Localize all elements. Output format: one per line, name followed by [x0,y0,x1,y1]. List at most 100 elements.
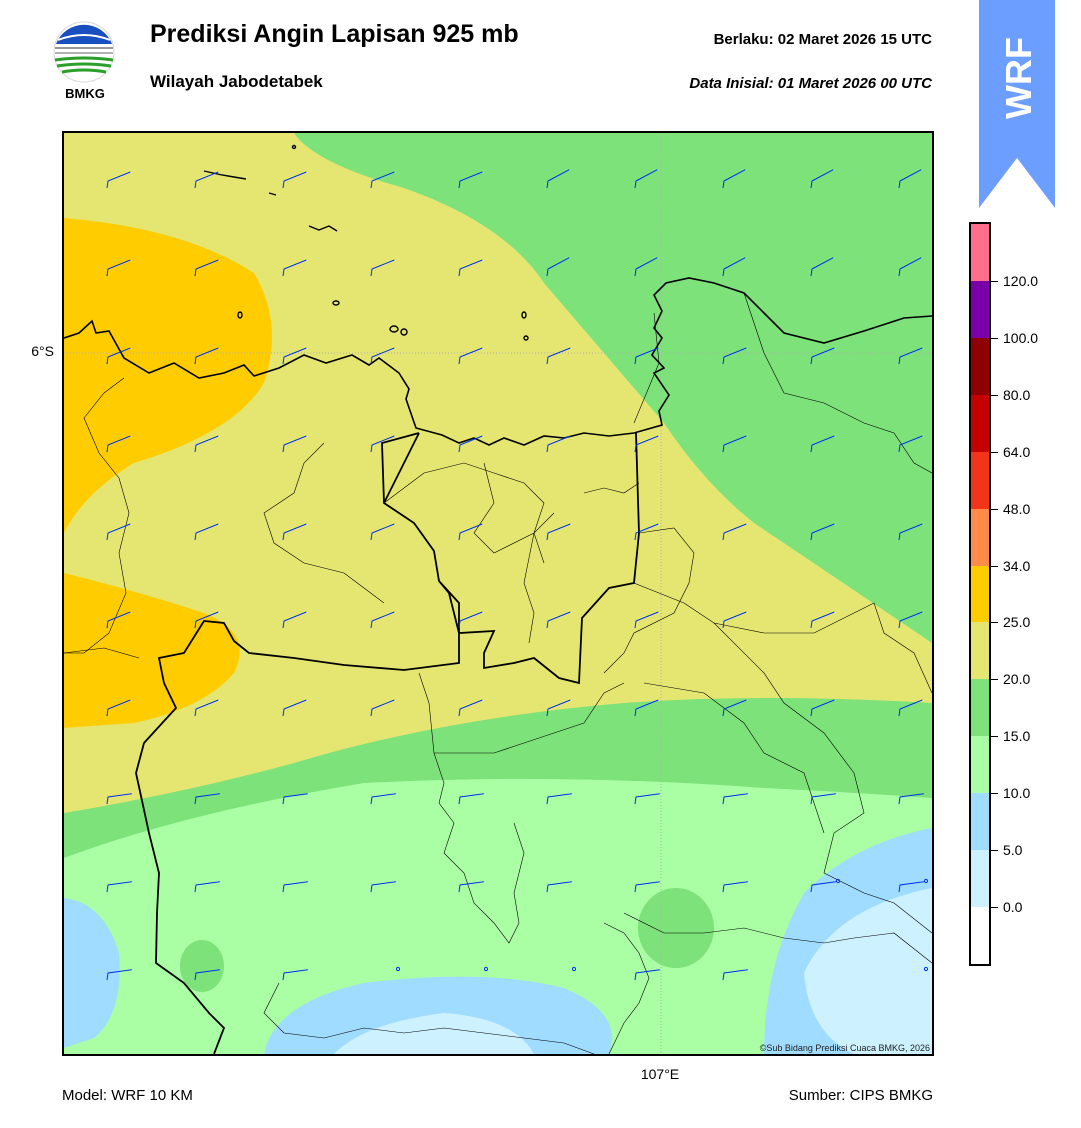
wind-barb [194,523,219,541]
wind-barb [106,881,132,893]
svg-text:BMKG: BMKG [65,86,105,101]
lon-label: 107°E [640,1066,680,1082]
colorbar-label: 64.0 [1003,443,1031,460]
calm-markers [395,878,929,972]
wind-barb [722,169,746,189]
wind-barb [282,793,308,805]
wind-barb [194,347,219,365]
colorbar-label: 25.0 [1003,614,1031,631]
colorbar-segment [971,850,989,908]
zone-light-green [64,779,932,1054]
colorbar-label: 48.0 [1003,500,1031,517]
wind-barb [546,881,572,893]
colorbar-segment [971,565,989,623]
colorbar-segment [971,394,989,452]
map-title: Prediksi Angin Lapisan 925 mb [150,20,519,48]
wind-barb [458,793,484,805]
wind-barb [634,347,659,365]
wind-barb [722,435,747,453]
wind-barb [898,611,923,629]
zone-orange-w [64,573,240,728]
wind-barb [722,793,748,805]
wind-barb [370,881,396,893]
wind-barb [898,435,923,453]
wind-map [62,131,934,1056]
wind-barb [106,611,131,629]
zone-green-s [638,888,714,968]
wind-barb [898,347,923,365]
wind-barb [722,523,747,541]
wind-barb [282,171,307,189]
zone-blue-w [64,898,120,1048]
colorbar-label: 10.0 [1003,785,1031,802]
wind-barb [282,881,308,893]
colorbar-segment [971,280,989,338]
colorbar-label: 34.0 [1003,557,1031,574]
wind-barb [722,257,746,277]
wind-barb [194,881,220,893]
wind-barb [634,793,660,805]
wind-barb [546,347,571,365]
colorbar-label: 20.0 [1003,671,1031,688]
wind-barb [106,699,131,717]
colorbar-segment [971,337,989,395]
islands [203,144,529,341]
colorbar-label: 5.0 [1003,842,1023,859]
colorbar-tick [989,451,998,453]
wind-barb [810,793,836,805]
wind-barb [810,257,834,277]
coastline [64,277,932,446]
wind-barb [546,699,571,717]
colorbar-tick [989,394,998,396]
wind-barb [722,881,748,893]
wind-barb [370,699,395,717]
colorbar-segment [971,793,989,851]
wind-barb [194,699,219,717]
colorbar-tick [989,508,998,510]
wind-barb [106,171,131,189]
wind-barb [370,793,396,805]
wind-barb [634,699,659,717]
colorbar-segment [971,679,989,737]
wind-barb [810,699,835,717]
wind-barb [634,881,660,893]
wind-barb [282,259,307,277]
wind-barb [634,435,659,453]
wind-barbs [106,169,924,981]
wind-barb [194,611,219,629]
wind-barb [370,171,395,189]
zone-pale-blue-s [334,1013,534,1054]
province-boundary [135,432,640,1054]
wind-barb [898,699,923,717]
wind-barb [634,523,659,541]
wind-barb [810,881,836,893]
copyright-text: ©Sub Bidang Prediksi Cuaca BMKG, 2026 [759,1043,930,1053]
wrf-ribbon: WRF [979,0,1055,208]
map-subtitle: Wilayah Jabodetabek [150,72,323,91]
wind-barb [106,793,132,805]
initial-time: Data Inisial: 01 Maret 2026 00 UTC [689,75,932,92]
wind-barb [370,259,395,277]
wind-barb [458,523,483,541]
wind-barb [194,793,220,805]
wind-barb [546,257,570,277]
wind-barb [106,969,132,981]
colorbar-segment [971,508,989,566]
wind-barb [898,881,924,893]
wind-barb [282,435,307,453]
colorbar-segment [971,622,989,680]
wind-barb [194,969,220,981]
wind-barb [546,169,570,189]
colorbar-label: 100.0 [1003,329,1039,346]
wind-barb [722,611,747,629]
wind-barb [458,171,483,189]
district-boundaries [64,292,932,1054]
colorbar-label: 80.0 [1003,386,1031,403]
colorbar-segment [971,736,989,794]
wind-barb [370,523,395,541]
wind-barb [194,171,219,189]
wind-barb [898,793,924,805]
colorbar-tick [989,280,998,282]
wind-barb [106,347,131,365]
wind-barb [722,969,748,981]
